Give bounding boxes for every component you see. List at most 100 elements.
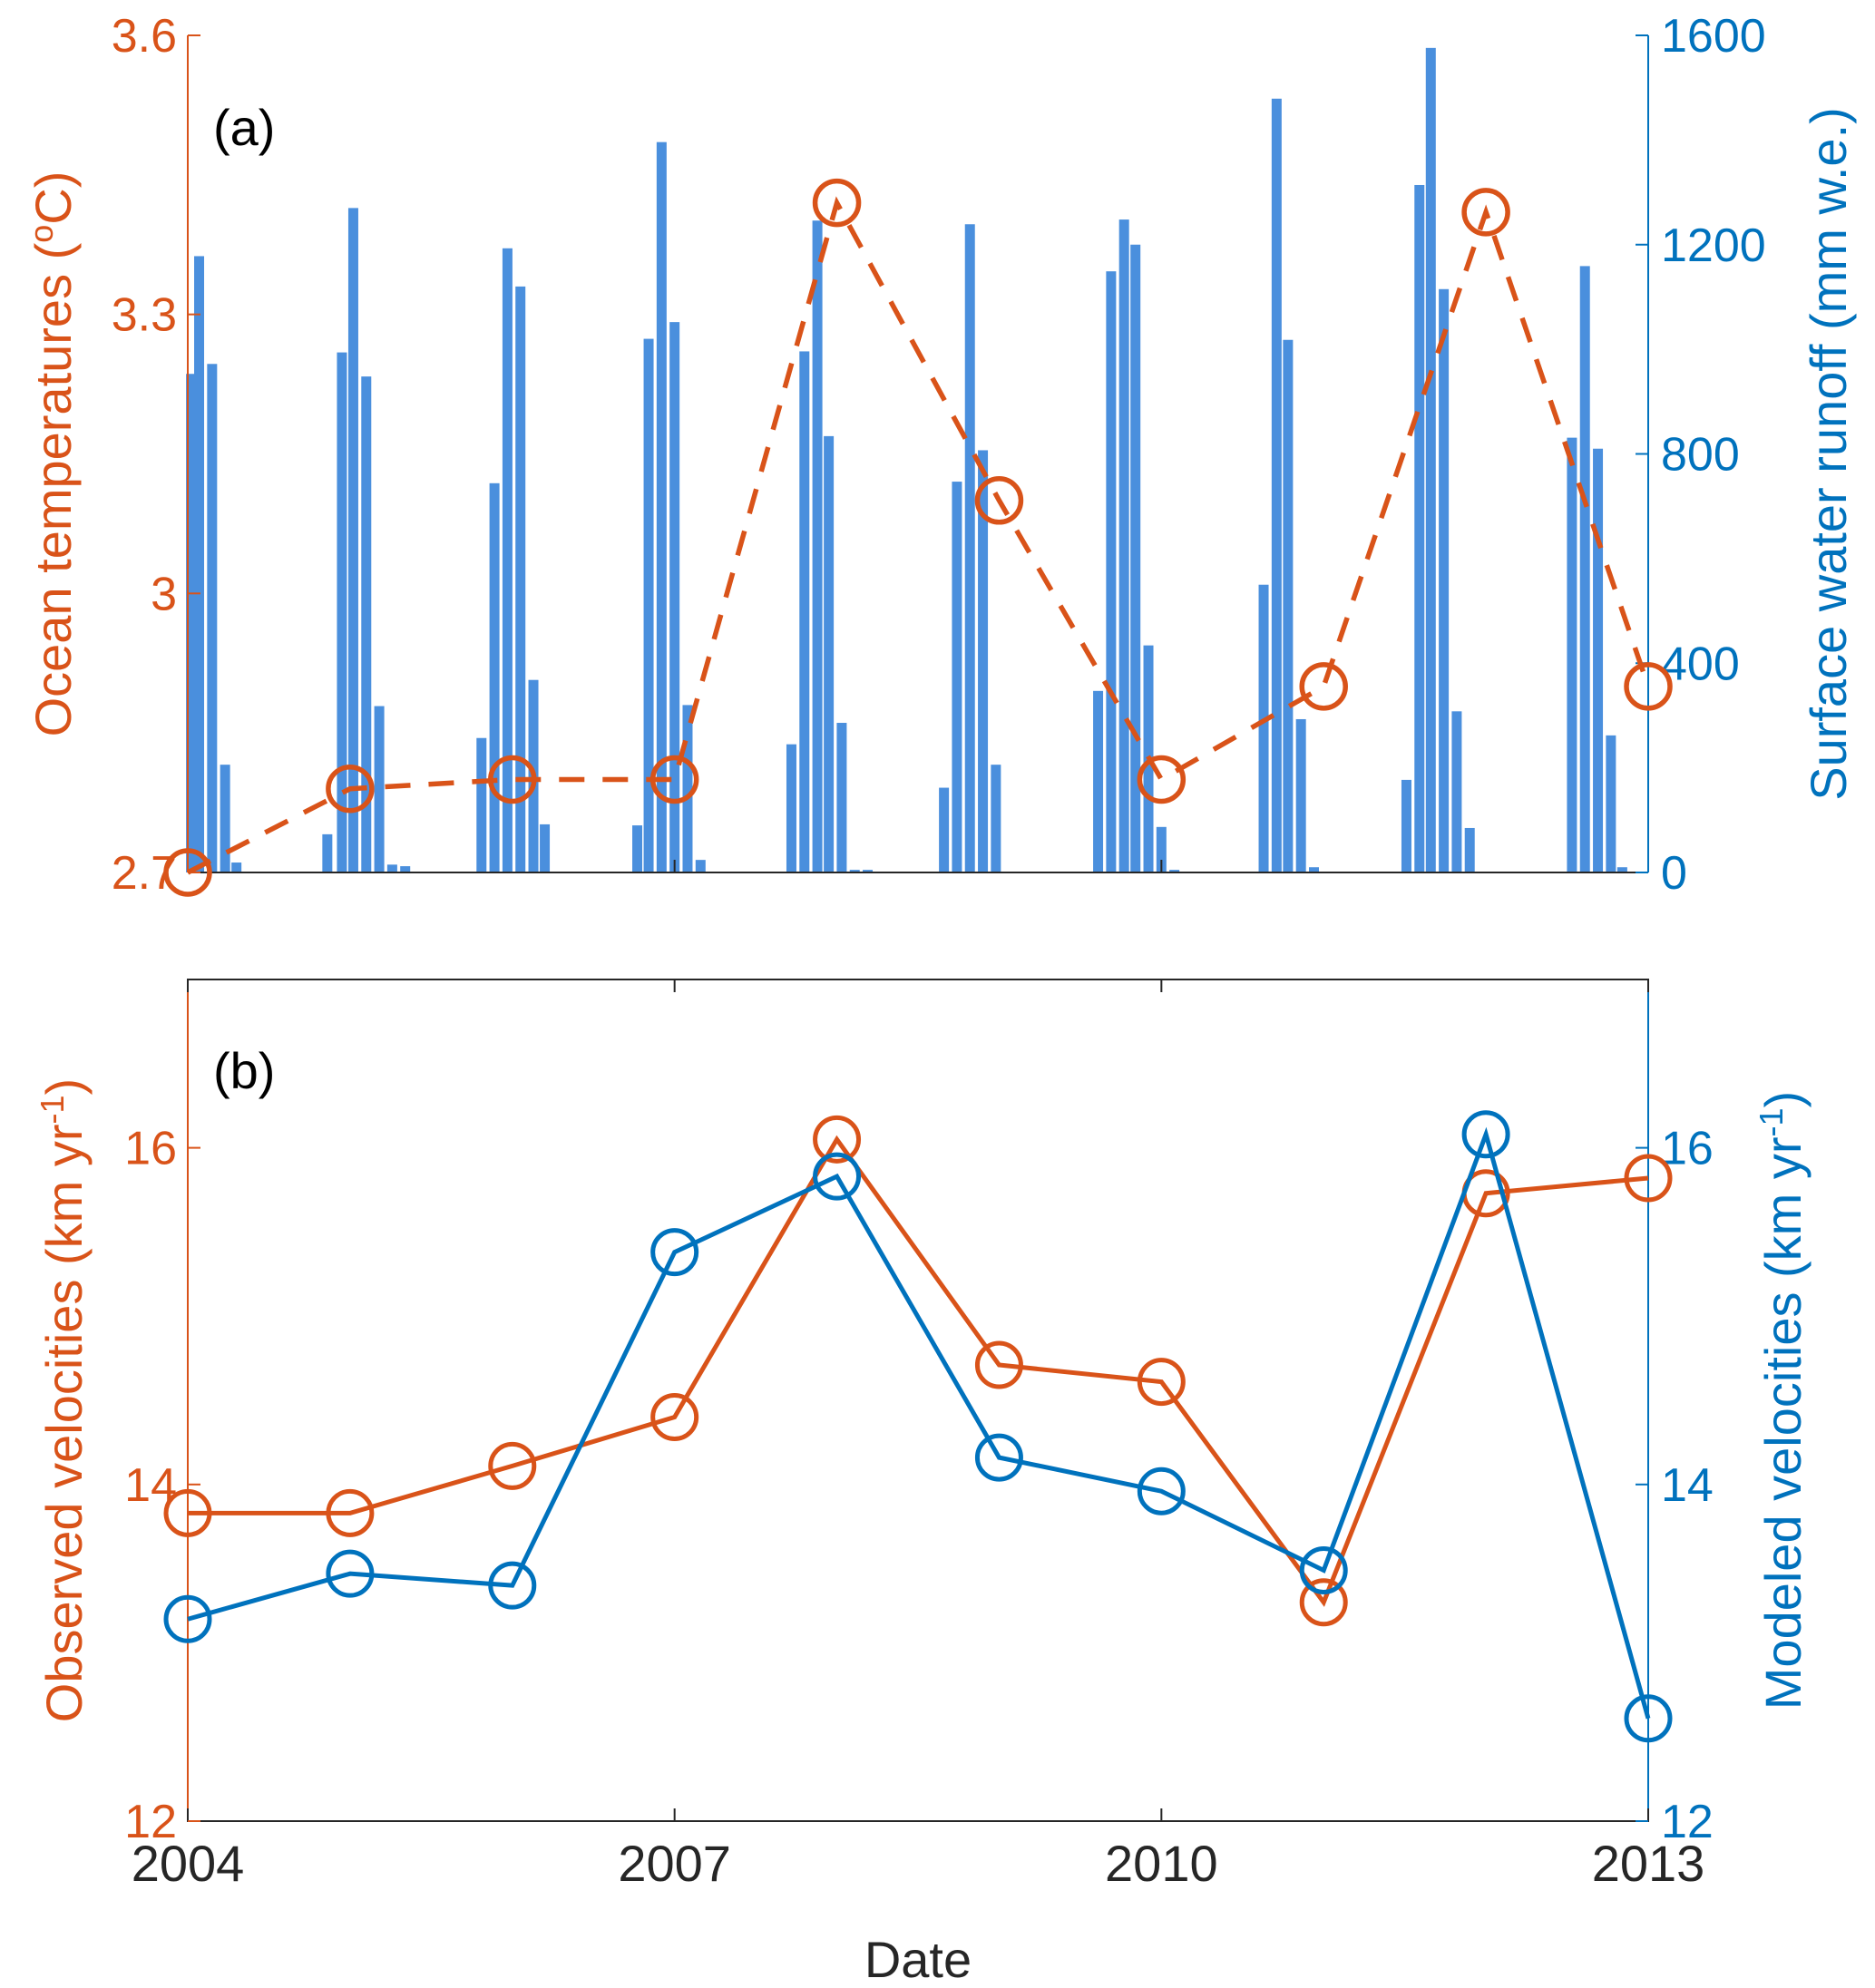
temperature-line bbox=[186, 196, 1651, 875]
runoff-bar bbox=[1579, 266, 1590, 873]
y-tick-label-left-b: 16 bbox=[124, 1123, 177, 1175]
observed-velocity-marker bbox=[974, 1340, 1023, 1389]
y-tick-label-right-a: 800 bbox=[1661, 429, 1740, 482]
y-axis-label-left-a: Ocean temperatures (oC) bbox=[23, 171, 83, 737]
runoff-bar bbox=[361, 376, 372, 872]
runoff-bar bbox=[489, 482, 500, 872]
y-tick-label-right-a: 0 bbox=[1661, 847, 1687, 900]
y-tick-label-left-b: 12 bbox=[124, 1796, 177, 1848]
runoff-bar bbox=[952, 482, 962, 872]
runoff-bar bbox=[695, 860, 706, 872]
temperature-marker bbox=[326, 764, 375, 814]
runoff-bar bbox=[799, 351, 810, 872]
runoff-bar bbox=[824, 435, 835, 872]
modeled-velocity-marker bbox=[1624, 1694, 1673, 1743]
runoff-bar bbox=[1308, 867, 1319, 872]
runoff-bar bbox=[964, 224, 975, 872]
modeled-velocity-marker bbox=[488, 1561, 537, 1610]
runoff-bar bbox=[1106, 271, 1117, 872]
modeled-velocity-marker bbox=[1461, 1110, 1510, 1159]
runoff-bar bbox=[1606, 735, 1616, 872]
temperature-marker bbox=[974, 476, 1024, 525]
temperature-marker bbox=[488, 755, 537, 804]
runoff-bar bbox=[1118, 219, 1129, 872]
observed-velocity-marker bbox=[488, 1441, 537, 1490]
observed-velocity-marker bbox=[163, 1488, 212, 1537]
temperature-marker bbox=[1299, 662, 1348, 711]
runoff-bar bbox=[632, 825, 643, 872]
runoff-bar bbox=[669, 322, 680, 872]
panel-label-a: (a) bbox=[213, 99, 275, 156]
runoff-bar bbox=[1258, 584, 1269, 872]
runoff-bar bbox=[1169, 870, 1180, 872]
y-tick-label-left-a: 3.6 bbox=[112, 10, 177, 63]
runoff-bar bbox=[1093, 690, 1104, 872]
x-tick-label-b: 2010 bbox=[1105, 1835, 1218, 1892]
runoff-bar bbox=[656, 141, 667, 872]
runoff-bar bbox=[1130, 244, 1141, 872]
runoff-bar bbox=[1401, 779, 1411, 872]
runoff-bar bbox=[849, 870, 860, 872]
x-axis-label-b: Date bbox=[864, 1931, 972, 1988]
runoff-bar bbox=[337, 352, 347, 872]
runoff-bar bbox=[1451, 711, 1462, 872]
runoff-bar bbox=[978, 450, 989, 872]
runoff-bar bbox=[347, 208, 358, 872]
runoff-bar bbox=[812, 220, 823, 872]
runoff-bar bbox=[540, 823, 551, 872]
runoff-bar bbox=[991, 765, 1001, 872]
panel-label-b: (b) bbox=[213, 1042, 275, 1099]
runoff-bar bbox=[1464, 827, 1475, 872]
observed-velocity-marker bbox=[650, 1393, 699, 1442]
x-tick-label-b: 2013 bbox=[1592, 1835, 1705, 1892]
temperature-marker bbox=[1461, 188, 1510, 237]
observed-velocity-marker bbox=[1624, 1154, 1673, 1203]
runoff-bar bbox=[515, 286, 526, 872]
runoff-bar bbox=[476, 737, 487, 872]
x-tick-label-b: 2004 bbox=[132, 1835, 245, 1892]
temperature-marker bbox=[1624, 662, 1673, 711]
modeled-velocity-marker bbox=[1137, 1467, 1186, 1515]
temperature-marker bbox=[812, 178, 862, 228]
runoff-bar bbox=[1414, 184, 1425, 872]
x-tick-label-b: 2007 bbox=[618, 1835, 731, 1892]
y-axis-label-left-b: Observed velocities (km yr-1) bbox=[34, 1078, 93, 1722]
modeled-velocity-marker bbox=[974, 1433, 1023, 1482]
runoff-bar bbox=[939, 787, 950, 872]
runoff-bar bbox=[1439, 288, 1450, 872]
runoff-bars bbox=[186, 47, 1627, 873]
runoff-bar bbox=[1567, 437, 1577, 872]
y-tick-label-right-b: 16 bbox=[1661, 1123, 1714, 1175]
runoff-bar bbox=[863, 870, 874, 872]
y-tick-label-right-b: 14 bbox=[1661, 1459, 1714, 1512]
temperature-marker bbox=[649, 755, 699, 804]
observed-velocity-marker bbox=[1137, 1358, 1186, 1407]
runoff-bar bbox=[1156, 826, 1167, 872]
runoff-bar bbox=[374, 706, 385, 872]
plot-box-b bbox=[187, 979, 1649, 1822]
runoff-bar bbox=[682, 705, 693, 872]
runoff-bar bbox=[194, 256, 205, 872]
runoff-bar bbox=[1593, 448, 1604, 872]
runoff-bar bbox=[231, 862, 242, 872]
runoff-bar bbox=[1295, 718, 1306, 872]
y-tick-label-right-b: 12 bbox=[1661, 1796, 1714, 1848]
y-tick-label-right-a: 400 bbox=[1661, 638, 1740, 690]
runoff-bar bbox=[643, 338, 654, 872]
modeled-velocity-marker bbox=[326, 1549, 375, 1598]
modeled-velocity-marker bbox=[1299, 1545, 1348, 1594]
runoff-bar bbox=[1283, 339, 1294, 873]
observed-velocity-line bbox=[188, 1135, 1649, 1607]
runoff-bar bbox=[186, 374, 197, 872]
runoff-bar bbox=[1425, 47, 1436, 873]
modeled-velocity-marker bbox=[813, 1152, 862, 1201]
runoff-bar bbox=[786, 744, 796, 872]
runoff-bar bbox=[502, 248, 513, 873]
observed-velocity-marker bbox=[1299, 1578, 1348, 1627]
runoff-bar bbox=[1271, 98, 1282, 872]
temperature-marker bbox=[1137, 755, 1187, 804]
y-tick-label-left-a: 3.3 bbox=[112, 289, 177, 342]
y-axis-label-right-a: Surface water runoff (mm w.e.) bbox=[1800, 107, 1857, 801]
observed-velocity-marker bbox=[813, 1115, 862, 1164]
